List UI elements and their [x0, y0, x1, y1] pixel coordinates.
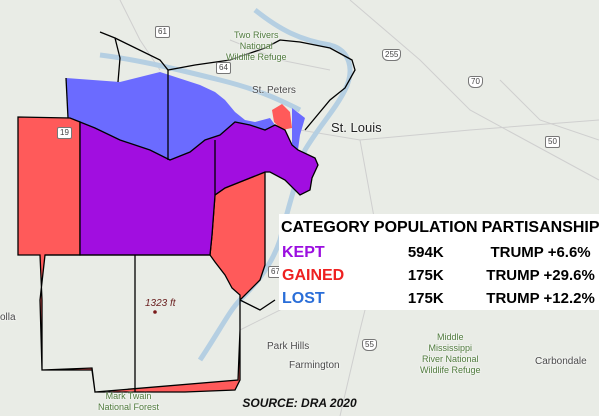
label-mark-twain: Mark Twain National Forest [98, 391, 160, 412]
category-kept: KEPT [282, 243, 325, 261]
label-middle-mississippi: Middle Mississippi River National Wildli… [420, 332, 481, 375]
elevation-marker [153, 310, 157, 314]
partisanship-lost: TRUMP +12.2% [486, 290, 595, 307]
shield-55-icon: 55 [362, 339, 377, 351]
population-kept: 594K [407, 244, 444, 261]
shield-19-icon: 19 [57, 127, 72, 139]
gained-area-north [272, 104, 292, 130]
source-caption: SOURCE: DRA 2020 [242, 396, 357, 410]
legend-table: CATEGORY POPULATION PARTISANSHIP KEPT 59… [279, 214, 599, 310]
label-st-peters: St. Peters [252, 85, 296, 96]
lost-area [66, 72, 275, 160]
shield-50-icon: 50 [545, 136, 560, 148]
lost-area-east [292, 108, 305, 150]
label-two-rivers: Two Rivers National Wildlife Refuge [226, 30, 287, 62]
legend-header-row: CATEGORY POPULATION PARTISANSHIP [279, 214, 599, 241]
partisanship-kept: TRUMP +6.6% [490, 244, 591, 261]
label-farmington: Farmington [289, 360, 340, 371]
population-lost: 175K [407, 290, 444, 307]
district-outlines [45, 31, 356, 392]
legend-row-kept: KEPT 594K TRUMP +6.6% [279, 241, 599, 264]
partisanship-gained: TRUMP +29.6% [486, 267, 595, 284]
category-lost: LOST [282, 289, 325, 307]
shield-61-icon: 61 [155, 26, 170, 38]
label-elevation: 1323 ft [145, 298, 176, 309]
label-carbondale: Carbondale [535, 356, 587, 367]
header-population: POPULATION [373, 218, 478, 236]
shield-255-icon: 255 [382, 49, 402, 61]
category-gained: GAINED [282, 266, 345, 284]
header-category: CATEGORY [281, 218, 370, 236]
population-gained: 175K [407, 267, 444, 284]
legend-row-lost: LOST 175K TRUMP +12.2% [279, 287, 599, 310]
shield-70-icon: 70 [468, 76, 483, 88]
label-st-louis: St. Louis [331, 120, 382, 135]
header-partisanship: PARTISANSHIP [481, 218, 599, 236]
legend-row-gained: GAINED 175K TRUMP +29.6% [279, 264, 599, 287]
shield-64-icon: 64 [216, 62, 231, 74]
kept-area [79, 121, 319, 256]
label-rolla: olla [0, 312, 16, 323]
label-park-hills: Park Hills [267, 341, 310, 352]
